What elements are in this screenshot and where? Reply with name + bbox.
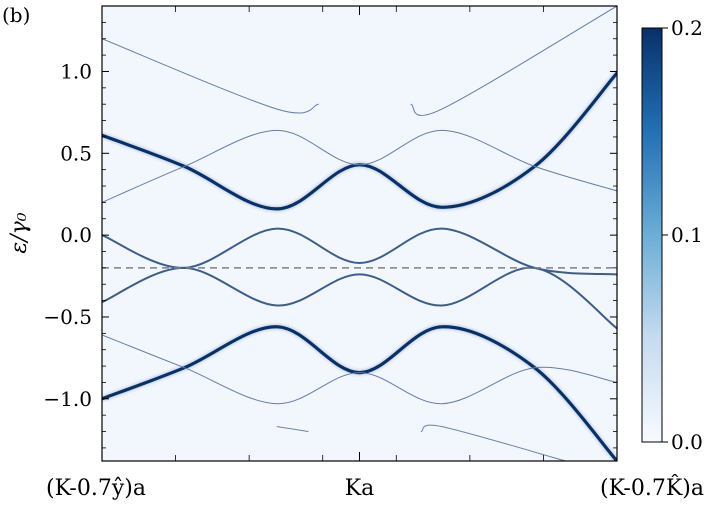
x-tick-label: (K-0.7K̂)a (600, 475, 704, 501)
colorbar-tick-label: 0.1 (671, 223, 703, 247)
band-line-6 (102, 38, 319, 114)
x-tick-label: Ka (345, 476, 375, 501)
band-line-4 (102, 129, 617, 203)
y-tick-label: 0.0 (60, 223, 92, 247)
colorbar-tick-label: 0.2 (671, 16, 703, 40)
y-tick-group: −1.0 −0.5 0.0 0.5 1.0 (43, 21, 617, 449)
band-line-8 (276, 426, 309, 432)
x-tick-group: (K-0.7ŷ)a Ka (K-0.7K̂)a (46, 6, 704, 501)
colorbar-tick-group: 0.0 0.1 0.2 (662, 16, 703, 454)
band-line-9 (420, 424, 566, 461)
colorbar (641, 27, 663, 443)
plot-background (102, 6, 617, 461)
y-tick-label: 0.5 (60, 141, 92, 165)
y-axis-label: ε/γ₀ (7, 212, 32, 253)
panel-label: (b) (2, 3, 30, 27)
y-tick-label: 1.0 (60, 59, 92, 83)
colorbar-tick-label: 0.0 (671, 430, 703, 454)
band-group (102, 6, 617, 461)
band-line-5 (102, 334, 617, 405)
x-tick-label: (K-0.7ŷ)a (46, 476, 146, 501)
band-line-7 (410, 6, 617, 116)
y-tick-label: −0.5 (43, 305, 92, 329)
y-tick-label: −1.0 (43, 387, 92, 411)
